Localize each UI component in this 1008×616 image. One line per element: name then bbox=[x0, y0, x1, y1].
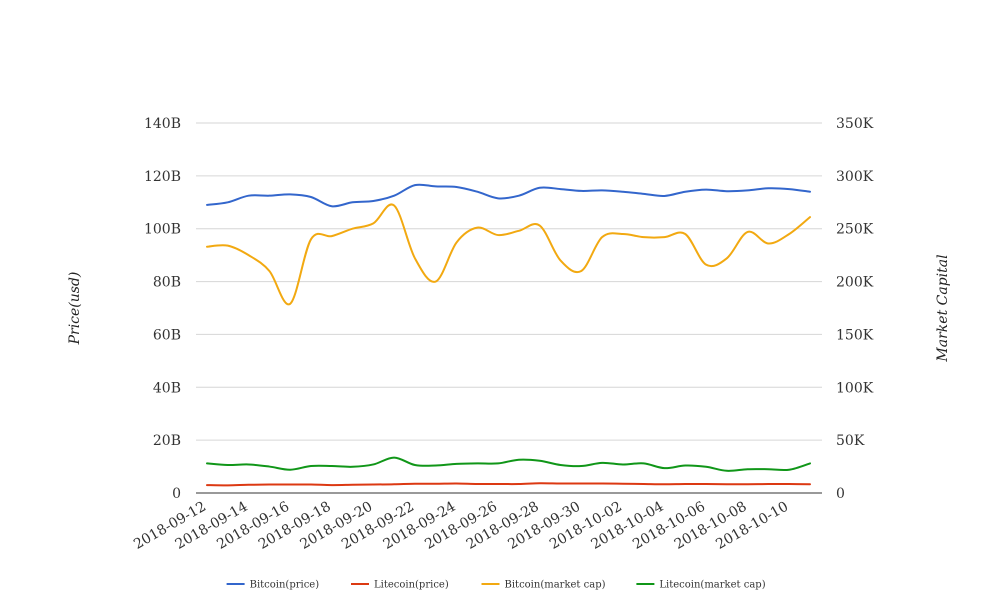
legend-item-litecoin-market-cap[interactable]: Litecoin(market cap) bbox=[636, 580, 766, 591]
legend-label: Bitcoin(price) bbox=[250, 580, 320, 591]
right-y-tick-label: 150K bbox=[836, 327, 874, 343]
series-line-bitcoin-market-cap bbox=[206, 203, 811, 306]
legend-item-bitcoin-market-cap[interactable]: Bitcoin(market cap) bbox=[481, 580, 606, 591]
right-y-tick-label: 50K bbox=[836, 433, 865, 449]
left-y-tick-label: 40B bbox=[153, 380, 181, 396]
left-y-tick-label: 140B bbox=[144, 116, 181, 132]
right-y-tick-label: 350K bbox=[836, 116, 874, 132]
right-y-axis-ticks: 0 50K 100K 150K 200K 250K 300K 350K bbox=[836, 116, 874, 502]
x-axis-ticks: 2018-09-122018-09-142018-09-162018-09-18… bbox=[131, 499, 791, 553]
series-line-litecoin-market-cap bbox=[206, 456, 811, 472]
series-line-bitcoin-price bbox=[206, 183, 811, 208]
left-y-tick-label: 120B bbox=[144, 169, 181, 185]
right-y-tick-label: 250K bbox=[836, 222, 874, 238]
right-y-tick-label: 0 bbox=[836, 486, 845, 502]
legend-item-litecoin-price[interactable]: Litecoin(price) bbox=[351, 580, 449, 591]
series-line-litecoin-price bbox=[206, 482, 811, 487]
left-y-tick-label: 20B bbox=[153, 433, 181, 449]
left-y-axis-title: Price(usd) bbox=[67, 272, 83, 346]
left-y-tick-label: 100B bbox=[144, 222, 181, 238]
left-y-tick-label: 0 bbox=[172, 486, 181, 502]
gridlines bbox=[196, 122, 822, 441]
right-y-tick-label: 300K bbox=[836, 169, 874, 185]
legend-item-bitcoin-price[interactable]: Bitcoin(price) bbox=[226, 580, 320, 591]
legend-label: Litecoin(market cap) bbox=[659, 580, 765, 591]
left-y-axis-ticks: 0 20B 40B 60B 80B 100B 120B 140B bbox=[144, 116, 181, 502]
legend-label: Bitcoin(market cap) bbox=[505, 580, 606, 591]
right-y-tick-label: 200K bbox=[836, 275, 874, 291]
right-y-tick-label: 100K bbox=[836, 380, 874, 396]
left-y-tick-label: 80B bbox=[153, 275, 181, 291]
right-y-axis-title: Market Capital bbox=[935, 254, 951, 362]
legend: Bitcoin(price) Litecoin(price) Bitcoin(mar… bbox=[226, 580, 766, 591]
series-lines bbox=[206, 183, 811, 487]
legend-label: Litecoin(price) bbox=[374, 580, 449, 591]
left-y-tick-label: 60B bbox=[153, 327, 181, 343]
